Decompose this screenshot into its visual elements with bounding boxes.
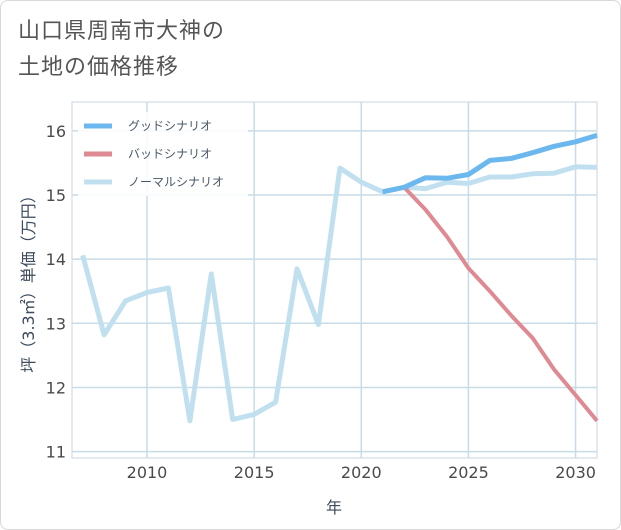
tick-labels: 2010 2015 2020 2025 2030 11 12 13 14 15 16 [46, 122, 596, 482]
grid-lines [72, 102, 597, 458]
x-tick-label: 2020 [341, 463, 382, 482]
x-tick-label: 2015 [234, 463, 275, 482]
legend-label: バッドシナリオ [128, 147, 212, 161]
y-axis-title: 坪（3.3㎡）単価（万円） [19, 187, 38, 372]
series-lines [80, 133, 599, 424]
x-tick-label: 2010 [127, 463, 168, 482]
title-line-1: 山口県周南市大神の [18, 19, 226, 44]
title-line-2: 土地の価格推移 [18, 55, 180, 80]
legend-label: ノーマルシナリオ [128, 175, 224, 189]
legend-label: グッドシナリオ [128, 119, 212, 133]
x-tick-label: 2025 [448, 463, 489, 482]
y-tick-label: 16 [46, 122, 66, 141]
y-tick-label: 13 [46, 314, 66, 333]
y-tick-label: 15 [46, 186, 66, 205]
y-tick-label: 14 [46, 250, 66, 269]
series-line-0 [382, 133, 598, 195]
series-line-2 [80, 164, 598, 424]
x-axis-title: 年 [326, 498, 342, 517]
series-line-1 [382, 185, 599, 423]
x-tick-label: 2030 [555, 463, 596, 482]
y-tick-label: 11 [46, 443, 66, 462]
chart-title: 山口県周南市大神の 土地の価格推移 [18, 14, 438, 86]
y-tick-label: 12 [46, 378, 66, 397]
